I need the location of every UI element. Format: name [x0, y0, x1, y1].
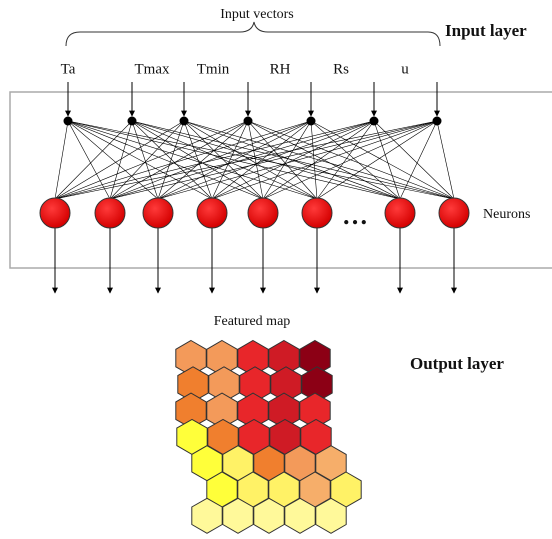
output-layer-label: Output layer — [410, 354, 504, 373]
input-node — [127, 116, 137, 126]
connection — [131, 120, 264, 200]
connection — [316, 120, 438, 200]
connection — [109, 120, 249, 200]
connection — [373, 120, 401, 200]
connection — [109, 120, 312, 200]
connection — [67, 120, 318, 200]
input-label: u — [401, 61, 409, 77]
connection — [247, 120, 318, 200]
connection — [54, 120, 69, 200]
connection — [183, 120, 401, 200]
hex-cell — [315, 497, 347, 534]
input-node — [306, 116, 316, 126]
neuron — [438, 197, 470, 229]
layer-box — [9, 91, 552, 269]
connection — [373, 120, 455, 200]
connection — [316, 120, 375, 200]
connection — [67, 120, 213, 200]
connection — [109, 120, 133, 200]
connection — [310, 120, 401, 200]
connection — [157, 120, 249, 200]
network: Ta Tmax Tmin RH Rs u — [39, 61, 470, 294]
neuron — [94, 197, 126, 229]
connection — [157, 120, 312, 200]
connection — [436, 120, 455, 200]
connection — [399, 120, 438, 200]
connection — [211, 120, 312, 200]
neurons-label: Neurons — [483, 207, 530, 222]
connection — [262, 120, 438, 200]
connection — [131, 120, 213, 200]
connection — [54, 120, 249, 200]
input-label: Tmin — [197, 61, 230, 77]
neuron — [384, 197, 416, 229]
input-node — [432, 116, 442, 126]
connection — [211, 120, 249, 200]
ellipsis: … — [342, 201, 368, 230]
connection — [54, 120, 312, 200]
connection — [67, 120, 264, 200]
connection — [54, 120, 438, 200]
brace — [65, 21, 441, 47]
neuron — [301, 197, 333, 229]
connection — [183, 120, 318, 200]
connection — [109, 120, 438, 200]
hex-cell — [253, 497, 285, 534]
connection — [262, 120, 375, 200]
connection — [183, 120, 213, 200]
connection — [131, 120, 159, 200]
connection — [157, 120, 438, 200]
connection — [54, 120, 375, 200]
connection — [310, 120, 455, 200]
input-label: Ta — [61, 61, 76, 77]
connection — [54, 120, 185, 200]
input-label: Tmax — [135, 61, 170, 77]
connection — [67, 120, 455, 200]
connection — [54, 120, 133, 200]
connection — [109, 120, 375, 200]
neuron — [39, 197, 71, 229]
connection — [157, 120, 375, 200]
hex-cell — [191, 497, 223, 534]
connection — [109, 120, 185, 200]
input-label: RH — [270, 61, 291, 77]
connection — [157, 120, 185, 200]
neuron — [196, 197, 228, 229]
input-vectors-label: Input vectors — [220, 7, 293, 22]
connection — [262, 120, 312, 200]
connection — [310, 120, 318, 200]
input-node — [179, 116, 189, 126]
input-layer-label: Input layer — [445, 21, 527, 40]
input-label: Rs — [333, 61, 349, 77]
connection — [247, 120, 455, 200]
hex-cell — [284, 497, 316, 534]
input-node — [369, 116, 379, 126]
input-node — [243, 116, 253, 126]
hex-cell — [222, 497, 254, 534]
connection — [67, 120, 111, 200]
neuron — [142, 197, 174, 229]
connection — [211, 120, 375, 200]
featured-map-label: Featured map — [214, 314, 291, 329]
input-node — [63, 116, 73, 126]
feature-map — [175, 339, 362, 534]
connection — [247, 120, 264, 200]
neuron — [247, 197, 279, 229]
connection — [211, 120, 438, 200]
